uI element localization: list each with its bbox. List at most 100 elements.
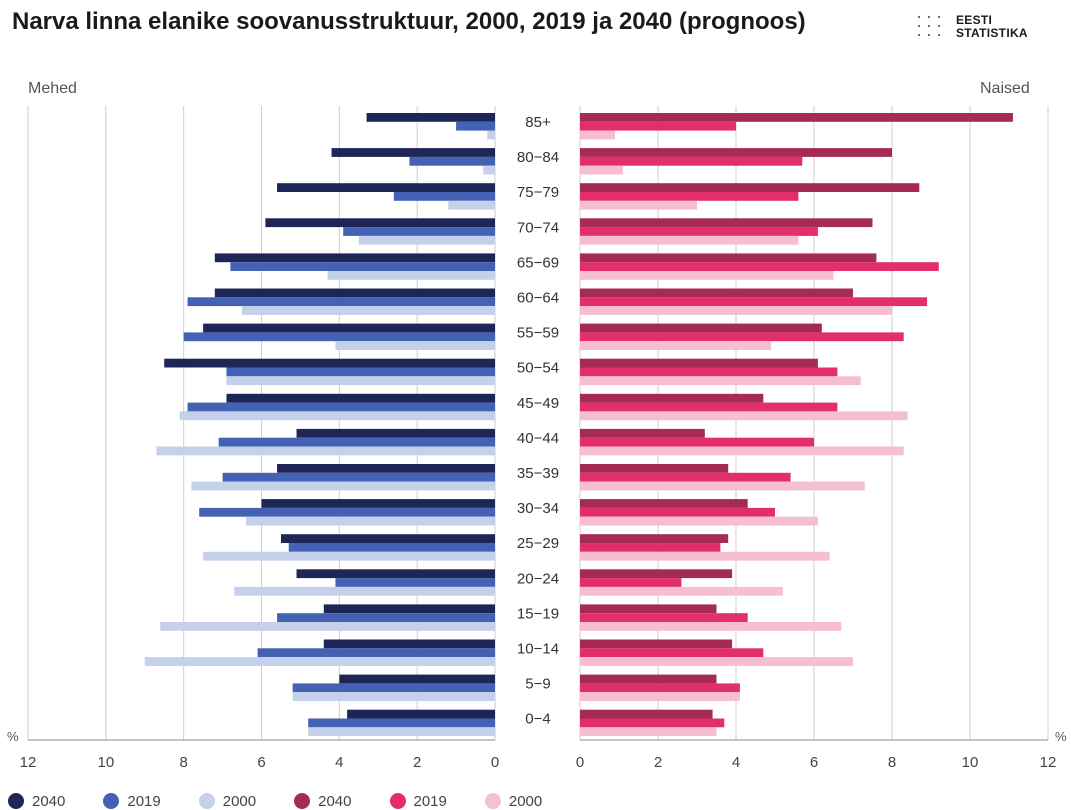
bar-men-2019 <box>343 227 495 236</box>
x-tick-label-left: 12 <box>20 754 37 771</box>
age-group-label: 45−49 <box>517 395 559 412</box>
legend-swatch <box>389 793 406 809</box>
bar-women-2040 <box>580 534 729 543</box>
bar-women-2000 <box>580 200 697 210</box>
women-label: Naised <box>980 80 1030 97</box>
age-group-label: 20−24 <box>517 570 559 587</box>
bar-men-2019 <box>277 613 495 622</box>
bar-men-2019 <box>335 578 495 587</box>
age-group-label: 60−64 <box>517 290 559 307</box>
bar-men-2000 <box>483 165 495 175</box>
bar-men-2000 <box>179 411 495 421</box>
bar-women-2000 <box>580 130 616 140</box>
legend-item: 2040 <box>8 793 65 810</box>
bar-women-2000 <box>580 516 818 526</box>
bar-women-2040 <box>580 464 729 473</box>
bar-men-2000 <box>245 516 495 526</box>
logo-dots-icon <box>918 16 946 42</box>
bar-men-2000 <box>448 200 495 210</box>
bar-men-2019 <box>456 121 495 131</box>
bar-women-2019 <box>580 297 928 307</box>
legend-swatch <box>484 793 501 809</box>
bar-women-2040 <box>580 113 1013 122</box>
bar-men-2000 <box>191 481 495 491</box>
age-group-label: 10−14 <box>517 641 559 658</box>
bar-men-2040 <box>203 323 495 333</box>
x-tick-label-left: 2 <box>413 754 421 771</box>
bar-women-2000 <box>580 692 740 701</box>
bar-men-2019 <box>218 437 496 447</box>
legend-label: 2000 <box>508 792 543 810</box>
x-tick-label-left: 10 <box>97 754 114 771</box>
legend-label: 2040 <box>318 792 352 810</box>
bar-women-2000 <box>580 341 772 350</box>
age-group-label: 5−9 <box>525 676 550 693</box>
bar-women-2040 <box>580 358 818 368</box>
age-group-label: 25−29 <box>517 535 559 552</box>
bar-women-2000 <box>580 271 834 280</box>
bar-men-2019 <box>409 156 495 166</box>
bar-men-2019 <box>226 367 495 377</box>
bar-women-2040 <box>580 253 877 263</box>
bar-women-2000 <box>580 306 892 315</box>
legend-swatch <box>198 793 215 809</box>
bar-women-2019 <box>580 543 721 552</box>
bar-men-2000 <box>226 376 495 386</box>
bar-men-2019 <box>199 507 495 517</box>
bar-men-2040 <box>296 569 495 579</box>
bar-women-2040 <box>580 604 717 614</box>
bar-women-2019 <box>580 472 791 482</box>
x-tick-label-left: 6 <box>257 754 265 771</box>
bar-men-2040 <box>296 428 495 438</box>
unit-label-left: % <box>7 729 19 744</box>
bar-women-2000 <box>580 165 623 175</box>
age-group-label: 55−59 <box>517 325 559 342</box>
legend-swatch <box>103 793 120 809</box>
bar-women-2019 <box>580 683 740 693</box>
bar-women-2040 <box>580 499 748 508</box>
bar-women-2000 <box>580 376 861 386</box>
bar-women-2019 <box>580 437 814 447</box>
x-tick-label-right: 0 <box>576 754 584 771</box>
bar-women-2000 <box>580 481 865 491</box>
bar-men-2000 <box>358 235 495 245</box>
age-group-label: 0−4 <box>525 711 550 728</box>
bar-women-2019 <box>580 262 939 271</box>
x-tick-label-right: 8 <box>888 754 896 771</box>
bar-women-2040 <box>580 393 764 403</box>
legend-item: 2040 <box>294 792 352 810</box>
bar-women-2000 <box>580 235 799 245</box>
bar-women-2040 <box>580 709 713 719</box>
bar-women-2000 <box>580 446 904 456</box>
bar-women-2019 <box>580 718 725 728</box>
bar-men-2000 <box>156 446 496 456</box>
bar-men-2040 <box>323 604 495 614</box>
bar-women-2040 <box>580 218 873 228</box>
bar-women-2019 <box>580 578 682 587</box>
x-tick-label-right: 12 <box>1040 754 1057 771</box>
bar-men-2000 <box>335 341 495 350</box>
x-tick-label-left: 0 <box>491 754 499 771</box>
bar-men-2040 <box>261 499 495 508</box>
age-group-label: 30−34 <box>517 500 559 517</box>
bar-men-2040 <box>339 674 495 684</box>
bar-women-2040 <box>580 674 717 684</box>
bar-men-2000 <box>234 586 495 596</box>
unit-label-right: % <box>1055 729 1067 744</box>
bar-women-2040 <box>580 183 920 192</box>
legend-item: 2000 <box>198 792 257 810</box>
legend-label: 2000 <box>222 792 257 810</box>
x-tick-label-right: 2 <box>654 754 662 771</box>
bar-men-2019 <box>308 718 495 728</box>
bar-men-2000 <box>160 622 496 631</box>
bar-men-2040 <box>366 113 495 122</box>
legend-item: 2000 <box>484 792 543 810</box>
bar-men-2040 <box>164 358 496 368</box>
bar-men-2040 <box>277 183 495 192</box>
bar-men-2000 <box>327 271 495 280</box>
legend-swatch <box>294 793 311 809</box>
bar-men-2040 <box>280 534 495 543</box>
age-group-label: 75−79 <box>517 184 559 201</box>
x-tick-label-left: 4 <box>335 754 343 771</box>
bar-women-2040 <box>580 569 733 579</box>
